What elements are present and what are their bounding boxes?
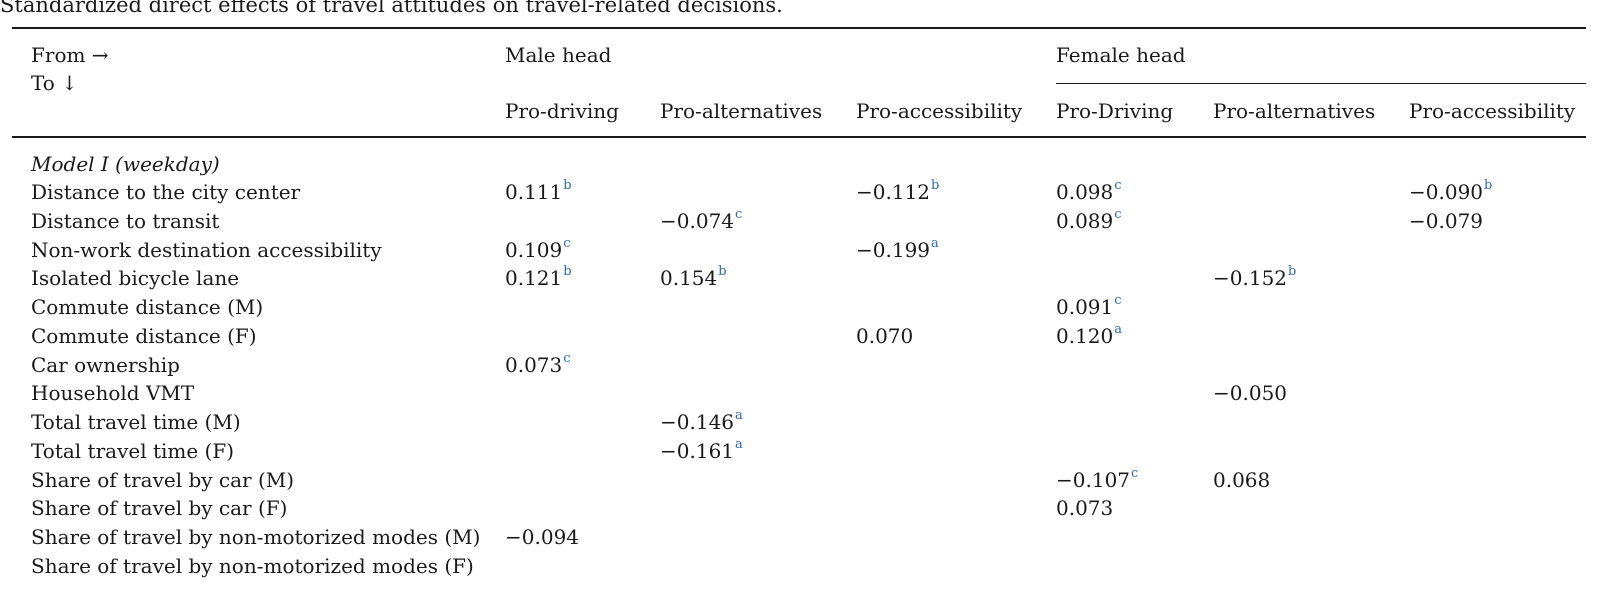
table-cell: −0.094 [505, 525, 579, 549]
top-rule [12, 27, 1586, 29]
row-label: Commute distance (F) [31, 324, 257, 348]
significance-mark: b [1484, 178, 1493, 193]
significance-mark: b [931, 178, 940, 193]
cell-value: 0.068 [1213, 468, 1271, 492]
table-cell: 0.121b [505, 264, 572, 290]
row-label: Household VMT [31, 381, 195, 405]
significance-mark: c [735, 207, 743, 222]
col-male-pro-driving: Pro-driving [505, 99, 619, 123]
significance-mark: c [1131, 466, 1139, 481]
table-cell: 0.068 [1213, 468, 1270, 492]
table-cell: −0.107c [1056, 466, 1139, 492]
table-cell: −0.074c [660, 207, 743, 233]
header-rule [12, 136, 1586, 138]
cell-value: 0.073 [505, 353, 563, 377]
significance-mark: c [1114, 207, 1122, 222]
col-female-pro-driving: Pro-Driving [1056, 99, 1174, 123]
significance-mark: a [735, 437, 743, 452]
table-cell: −0.199a [856, 236, 939, 262]
significance-mark: a [735, 408, 743, 423]
significance-mark: a [931, 236, 939, 251]
significance-mark: b [1288, 264, 1297, 279]
cell-value: −0.094 [505, 525, 580, 549]
significance-mark: c [563, 236, 571, 251]
significance-mark: a [1114, 322, 1123, 337]
cell-value: 0.091 [1056, 295, 1114, 319]
table-cell: −0.146a [660, 408, 743, 434]
cell-value: 0.154 [660, 266, 718, 290]
row-label: Non-work destination accessibility [31, 238, 382, 262]
row-label: Commute distance (M) [31, 295, 264, 319]
female-group-rule [1056, 83, 1586, 84]
row-label: Distance to the city center [31, 180, 301, 204]
cell-value: 0.111 [505, 180, 563, 204]
table-cell: −0.079 [1409, 209, 1483, 233]
table-cell: 0.070 [856, 324, 913, 348]
significance-mark: b [563, 264, 572, 279]
table-cell: 0.111b [505, 178, 572, 204]
row-label: Share of travel by non-motorized modes (… [31, 525, 481, 549]
section-label: Model I (weekday) [31, 152, 220, 176]
table-cell: −0.152b [1213, 264, 1297, 290]
cell-value: −0.074 [660, 209, 735, 233]
col-female-pro-accessibility: Pro-accessibility [1409, 99, 1576, 123]
cell-value: 0.109 [505, 238, 563, 262]
significance-mark: b [563, 178, 572, 193]
female-head-group: Female head [1056, 43, 1186, 67]
cell-value: −0.107 [1056, 468, 1131, 492]
col-male-pro-alternatives: Pro-alternatives [660, 99, 823, 123]
significance-mark: c [563, 351, 571, 366]
cell-value: −0.090 [1409, 180, 1484, 204]
cell-value: −0.161 [660, 439, 735, 463]
significance-mark: b [718, 264, 727, 279]
row-label: Share of travel by car (F) [31, 496, 288, 520]
male-head-group: Male head [505, 43, 612, 67]
table-cell: 0.120a [1056, 322, 1123, 348]
table-caption: Standardized direct effects of travel at… [0, 0, 783, 17]
col-male-pro-accessibility: Pro-accessibility [856, 99, 1023, 123]
table-cell: −0.050 [1213, 381, 1287, 405]
cell-value: −0.050 [1213, 381, 1288, 405]
cell-value: −0.152 [1213, 266, 1288, 290]
col-female-pro-alternatives: Pro-alternatives [1213, 99, 1376, 123]
cell-value: 0.121 [505, 266, 563, 290]
cell-value: 0.070 [856, 324, 914, 348]
significance-mark: c [1114, 293, 1122, 308]
table-cell: −0.112b [856, 178, 940, 204]
table-cell: 0.098c [1056, 178, 1122, 204]
cell-value: −0.079 [1409, 209, 1484, 233]
table-cell: 0.089c [1056, 207, 1122, 233]
row-label: Distance to transit [31, 209, 220, 233]
table-cell: −0.161a [660, 437, 743, 463]
row-label: Share of travel by car (M) [31, 468, 295, 492]
cell-value: −0.112 [856, 180, 931, 204]
row-label: Total travel time (M) [31, 410, 241, 434]
table-cell: 0.073 [1056, 496, 1113, 520]
table-cell: 0.109c [505, 236, 571, 262]
cell-value: −0.146 [660, 410, 735, 434]
row-label: Isolated bicycle lane [31, 266, 240, 290]
cell-value: −0.199 [856, 238, 931, 262]
table-cell: 0.154b [660, 264, 727, 290]
row-label: Total travel time (F) [31, 439, 235, 463]
from-label: From → [31, 43, 109, 67]
cell-value: 0.073 [1056, 496, 1114, 520]
cell-value: 0.098 [1056, 180, 1114, 204]
row-label: Car ownership [31, 353, 180, 377]
to-label: To ↓ [31, 71, 78, 95]
row-label: Share of travel by non-motorized modes (… [31, 554, 474, 578]
cell-value: 0.120 [1056, 324, 1114, 348]
table-cell: −0.090b [1409, 178, 1493, 204]
cell-value: 0.089 [1056, 209, 1114, 233]
table-cell: 0.073c [505, 351, 571, 377]
table-cell: 0.091c [1056, 293, 1122, 319]
significance-mark: c [1114, 178, 1122, 193]
